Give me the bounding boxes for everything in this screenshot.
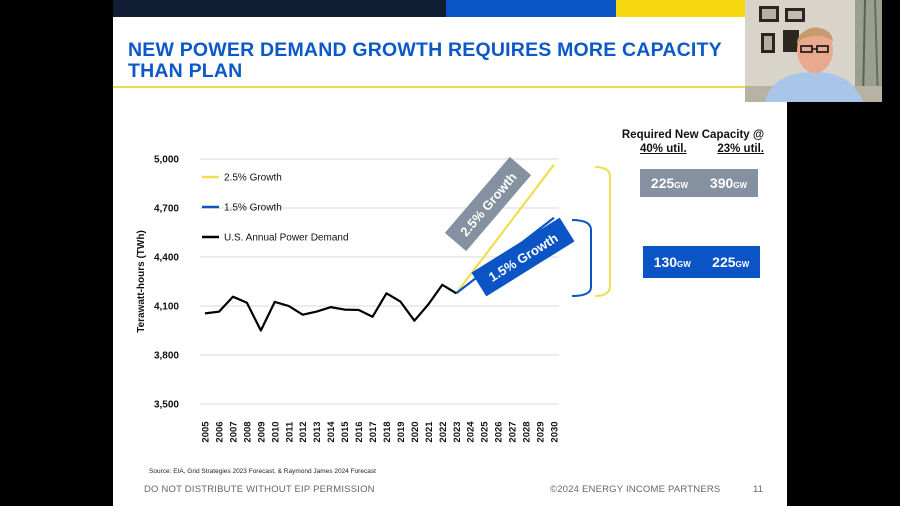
capacity-high-40: 225GW <box>650 175 689 191</box>
x-tick-label: 2008 <box>242 421 253 442</box>
x-tick-label: 2027 <box>508 421 519 442</box>
x-tick-label: 2009 <box>256 421 267 442</box>
x-tick-label: 2017 <box>368 421 379 442</box>
x-tick-label: 2018 <box>382 421 393 442</box>
capacity-low-40: 130GW <box>653 254 691 270</box>
x-tick-label: 2005 <box>201 421 212 443</box>
y-tick-label: 5,000 <box>154 155 179 166</box>
capacity-header: Required New Capacity @ 40% util. 23% ut… <box>618 128 768 156</box>
series-line <box>204 283 457 332</box>
capacity-box-high: 225GW 390GW <box>640 169 758 197</box>
x-tick-label: 2030 <box>550 421 561 442</box>
banner-high-growth: 2.5% Growth <box>444 156 532 252</box>
x-tick-label: 2010 <box>270 421 281 442</box>
webcam-video-feed <box>745 0 882 102</box>
footer-copyright: ©2024 ENERGY INCOME PARTNERS <box>550 484 721 495</box>
y-tick-label: 3,800 <box>154 351 179 362</box>
legend-label: 2.5% Growth <box>224 173 282 184</box>
bracket-high <box>594 166 611 297</box>
y-axis-title: Terawatt-hours (TWh) <box>136 230 147 333</box>
x-tick-label: 2016 <box>354 421 365 442</box>
x-tick-label: 2011 <box>284 421 295 442</box>
x-tick-label: 2021 <box>424 421 435 443</box>
y-tick-label: 4,100 <box>154 302 179 313</box>
x-tick-label: 2022 <box>438 421 449 442</box>
title-rule <box>113 86 787 88</box>
presentation-slide: NEW POWER DEMAND GROWTH REQUIRES MORE CA… <box>113 0 787 506</box>
bracket-low <box>571 219 592 297</box>
y-tick-label: 3,500 <box>154 400 179 411</box>
series-line <box>455 163 555 294</box>
legend-label: U.S. Annual Power Demand <box>224 233 349 244</box>
page-number: 11 <box>753 484 764 495</box>
x-tick-label: 2023 <box>452 421 463 442</box>
capacity-high-23: 390GW <box>709 175 748 191</box>
x-tick-label: 2024 <box>466 421 477 443</box>
slide-title: NEW POWER DEMAND GROWTH REQUIRES MORE CA… <box>128 39 722 82</box>
x-tick-label: 2006 <box>214 421 225 442</box>
top-bar-dark <box>113 0 446 17</box>
capacity-header-40: 40% util. <box>640 143 687 155</box>
x-tick-label: 2028 <box>522 421 533 442</box>
x-tick-label: 2020 <box>410 421 421 442</box>
x-tick-label: 2007 <box>228 421 239 442</box>
source-note: Source: EIA, Grid Strategies 2023 Foreca… <box>149 468 376 475</box>
capacity-box-low: 130GW 225GW <box>643 246 760 278</box>
top-bar-blue <box>446 0 616 17</box>
footer-disclaimer: DO NOT DISTRIBUTE WITHOUT EIP PERMISSION <box>144 484 375 495</box>
x-tick-label: 2012 <box>298 421 309 442</box>
capacity-header-title: Required New Capacity @ <box>621 129 765 141</box>
x-tick-label: 2025 <box>480 421 491 443</box>
y-tick-label: 4,700 <box>154 204 179 215</box>
y-tick-label: 4,400 <box>154 253 179 264</box>
x-tick-label: 2026 <box>494 421 505 442</box>
x-tick-label: 2029 <box>536 421 547 442</box>
x-tick-label: 2013 <box>312 421 323 442</box>
legend-label: 1.5% Growth <box>224 203 282 214</box>
banner-high-label: 2.5% Growth <box>457 169 520 239</box>
x-tick-label: 2014 <box>326 421 337 443</box>
x-tick-label: 2019 <box>396 421 407 442</box>
top-bar-yellow <box>616 0 787 17</box>
capacity-header-23: 23% util. <box>717 143 764 155</box>
x-tick-label: 2015 <box>340 421 351 443</box>
power-demand-chart: 5,000 4,700 4,400 4,100 3,800 3,500 Terawatt-h… <box>136 155 611 443</box>
capacity-low-23: 225GW <box>712 254 750 270</box>
